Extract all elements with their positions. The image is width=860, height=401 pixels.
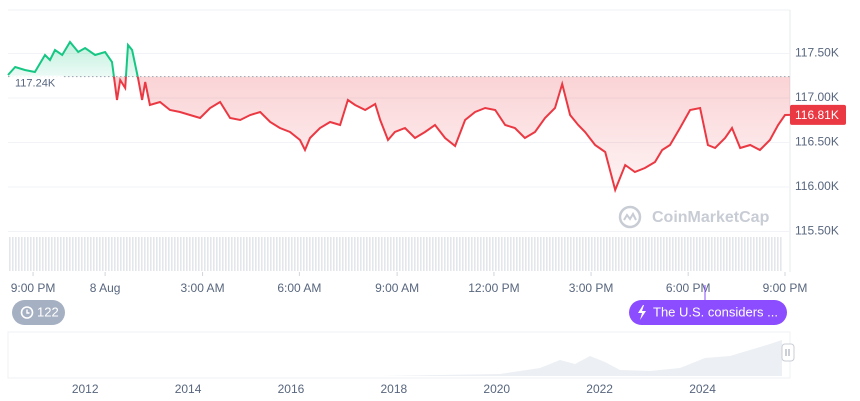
navigator-tick-label: 2022 — [586, 382, 613, 396]
current-price-box — [790, 104, 846, 125]
area-down — [8, 76, 790, 190]
navigator-tick-label: 2020 — [483, 382, 510, 396]
volume-band — [8, 237, 782, 271]
navigator-tick-label: 2012 — [72, 382, 99, 396]
x-tick-label: 3:00 PM — [569, 281, 614, 295]
x-tick-label: 9:00 PM — [763, 281, 808, 295]
y-tick-label: 117.50K — [795, 46, 839, 60]
annotation-text: The U.S. considers ... — [653, 304, 778, 319]
x-tick-label: 3:00 AM — [181, 281, 225, 295]
area-up — [8, 42, 138, 77]
news-count-badge[interactable]: 122 — [12, 300, 65, 325]
x-tick-label: 6:00 AM — [277, 281, 321, 295]
navigator-tick-label: 2024 — [689, 382, 716, 396]
navigator-tick-label: 2016 — [278, 382, 305, 396]
y-tick-label: 115.50K — [795, 224, 839, 238]
watermark: CoinMarketCap — [618, 205, 770, 229]
navigator-tick-label: 2014 — [175, 382, 202, 396]
navigator-tick-label: 2018 — [381, 382, 408, 396]
baseline-label-box — [11, 75, 63, 92]
watermark-text: CoinMarketCap — [652, 209, 770, 226]
annotation-badge[interactable]: The U.S. considers ... — [629, 300, 787, 325]
navigator — [7, 331, 795, 379]
baseline-label: 117.24K — [15, 78, 56, 90]
y-tick-label: 117.00K — [795, 90, 839, 104]
news-count: 122 — [37, 304, 59, 319]
price-line — [112, 76, 790, 194]
x-tick-label: 6:00 PM — [666, 281, 711, 295]
y-tick-label: 116.50K — [795, 135, 839, 149]
x-tick-label: 9:00 PM — [11, 281, 56, 295]
x-tick-label: 8 Aug — [90, 281, 121, 295]
current-price-label: 116.81K — [795, 108, 839, 122]
y-tick-label: 116.00K — [795, 179, 839, 193]
x-tick-label: 12:00 PM — [468, 281, 519, 295]
x-tick-label: 9:00 AM — [375, 281, 419, 295]
